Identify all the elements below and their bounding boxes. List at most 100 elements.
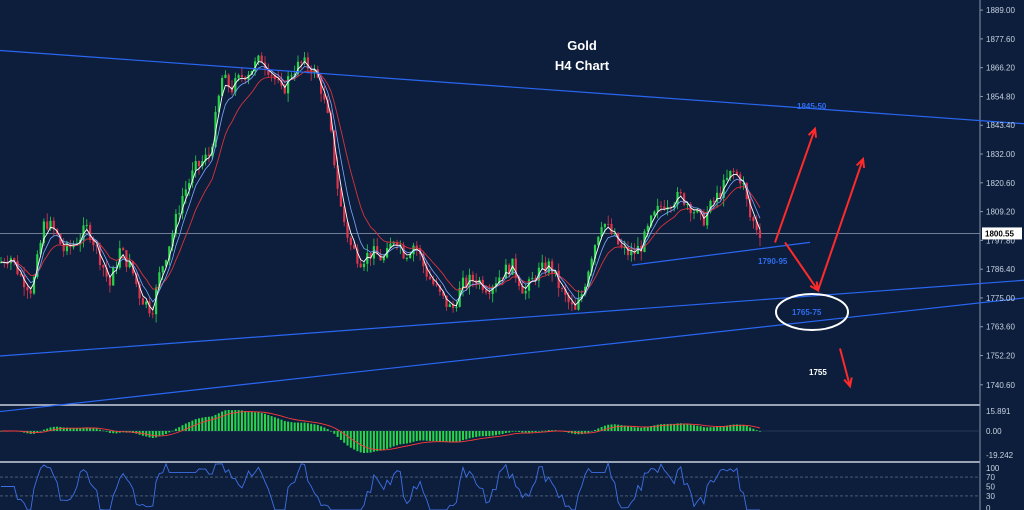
- candle-body: [626, 246, 630, 256]
- candle-body: [161, 266, 164, 273]
- macd-bar: [706, 427, 709, 431]
- candle-body: [732, 170, 735, 172]
- macd-bar: [458, 431, 461, 442]
- macd-bar: [422, 431, 425, 441]
- candle-body: [531, 278, 534, 280]
- macd-bar: [673, 423, 676, 431]
- level-label-1765-75: 1765-75: [792, 308, 822, 317]
- candle-body: [679, 192, 682, 194]
- candle-body: [353, 245, 356, 249]
- macd-bar: [85, 427, 88, 431]
- upper-channel: [0, 49, 1024, 125]
- candle-body: [735, 171, 738, 175]
- macd-bar: [224, 410, 227, 431]
- macd-bar: [495, 431, 497, 436]
- candle-body: [118, 248, 121, 268]
- macd-bar: [102, 430, 105, 432]
- candle-body: [221, 77, 224, 96]
- channel-line-b: [0, 297, 1024, 413]
- candle-body: [343, 206, 346, 223]
- macd-bar: [211, 416, 214, 431]
- macd-bar: [198, 418, 200, 431]
- macd-bar: [709, 427, 712, 431]
- candle-body: [85, 224, 88, 226]
- macd-bar: [429, 431, 431, 441]
- candle-body: [524, 290, 527, 294]
- current-price-label: 1800.55: [985, 229, 1014, 238]
- macd-bar: [386, 431, 389, 449]
- macd-bar: [650, 426, 653, 431]
- macd-bar: [745, 425, 748, 431]
- candle-body: [270, 74, 273, 76]
- macd-bar: [511, 431, 514, 432]
- macd-bar: [438, 431, 441, 442]
- macd-bar: [547, 430, 550, 431]
- candle-body: [488, 292, 491, 294]
- candle-body: [392, 241, 395, 244]
- candle-body: [544, 262, 547, 273]
- macd-bar: [689, 424, 692, 431]
- macd-bar: [178, 427, 181, 431]
- macd-bar: [587, 431, 590, 433]
- macd-bar: [161, 431, 164, 436]
- macd-bar: [620, 425, 623, 431]
- macd-bar: [181, 425, 184, 431]
- macd-bar: [646, 426, 649, 431]
- candle-body: [29, 290, 32, 294]
- candle-body: [250, 70, 253, 75]
- candle-body: [551, 261, 554, 274]
- price-tick-label: 1832.00: [986, 150, 1015, 159]
- candle-body: [197, 161, 201, 167]
- macd-bar: [399, 431, 402, 445]
- candle-body: [696, 209, 699, 213]
- candle-body: [105, 267, 108, 277]
- macd-bar: [75, 428, 78, 431]
- macd-bar: [336, 431, 339, 437]
- candle-body: [155, 287, 158, 315]
- price-tick-label: 1797.80: [986, 236, 1015, 245]
- macd-bar: [722, 426, 725, 431]
- candle-body: [504, 264, 507, 279]
- candle-body: [95, 245, 98, 247]
- candle-body: [333, 130, 336, 166]
- candle-body: [689, 203, 692, 214]
- macd-bar: [363, 431, 365, 453]
- macd-bar: [541, 430, 544, 432]
- macd-bar: [686, 423, 689, 431]
- macd-bar: [273, 417, 276, 431]
- ma-slow-line: [0, 70, 761, 293]
- candle-body: [267, 68, 270, 75]
- macd-tick-label: 0.00: [986, 427, 1002, 436]
- price-tick-label: 1854.80: [986, 92, 1015, 101]
- macd-bar: [257, 412, 260, 431]
- candle-body: [636, 245, 639, 254]
- macd-bar: [663, 424, 666, 431]
- macd-bar: [719, 426, 722, 431]
- macd-bar: [396, 431, 398, 446]
- macd-bar: [498, 431, 501, 435]
- macd-bar: [640, 427, 643, 431]
- macd-bar: [306, 423, 309, 431]
- macd-bar: [683, 423, 686, 431]
- candle-body: [320, 77, 323, 94]
- candle-body: [204, 154, 207, 161]
- candle-body: [518, 277, 521, 287]
- candle-body: [498, 277, 501, 284]
- price-tick-label: 1877.60: [986, 35, 1015, 44]
- candle-body: [409, 254, 412, 259]
- candle-body: [471, 274, 474, 281]
- macd-bar: [676, 423, 679, 431]
- macd-bar: [627, 426, 629, 431]
- candle-body: [82, 225, 85, 240]
- candle-body: [257, 55, 260, 62]
- macd-bar: [217, 413, 220, 431]
- candle-body: [287, 76, 290, 94]
- candle-body: [188, 183, 191, 190]
- candle-body: [584, 286, 587, 295]
- candle-body: [277, 79, 280, 81]
- candle-body: [448, 304, 451, 307]
- candle-body: [755, 221, 758, 231]
- macd-bar: [207, 416, 210, 431]
- macd-bar: [732, 424, 735, 431]
- candle-body: [174, 213, 177, 234]
